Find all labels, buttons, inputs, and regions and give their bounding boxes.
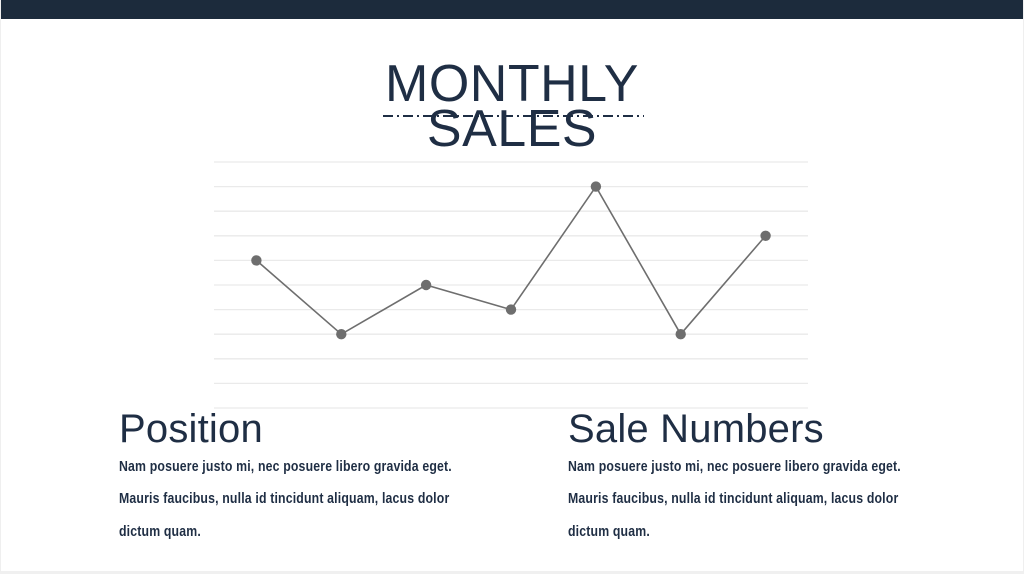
section-sale-numbers: Sale Numbers Nam posuere justo mi, nec p…	[568, 408, 988, 548]
section-position-heading: Position	[119, 407, 263, 451]
section-position-body: Nam posuere justo mi, nec posuere libero…	[119, 450, 539, 548]
top-accent-bar	[1, 0, 1023, 19]
section-position: Position Nam posuere justo mi, nec posue…	[119, 408, 539, 548]
slide-title: MONTHLY SALES	[1, 55, 1023, 158]
body-text-line: dictum quam.	[119, 522, 201, 540]
monthly-sales-line-chart	[214, 161, 808, 409]
slide-title-line2: SALES	[426, 100, 598, 158]
body-text-line: dictum quam.	[568, 522, 650, 540]
body-text-line: Mauris faucibus, nulla id tincidunt aliq…	[568, 490, 899, 508]
body-text-line: Mauris faucibus, nulla id tincidunt aliq…	[119, 490, 450, 508]
title-dash-dot-divider	[383, 115, 644, 117]
body-text-line: Nam posuere justo mi, nec posuere libero…	[119, 457, 452, 475]
section-sale-numbers-body: Nam posuere justo mi, nec posuere libero…	[568, 450, 988, 548]
slide-title-line1: MONTHLY	[385, 55, 639, 113]
body-text-line: Nam posuere justo mi, nec posuere libero…	[568, 457, 901, 475]
section-sale-numbers-heading: Sale Numbers	[568, 407, 824, 451]
